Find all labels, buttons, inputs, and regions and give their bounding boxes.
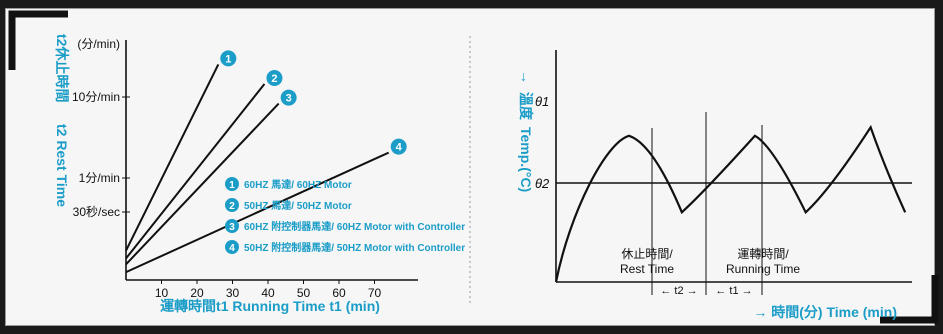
x-tick-label: 20 bbox=[190, 286, 204, 300]
theta1-label: θ1 bbox=[535, 94, 549, 109]
series-badge-4 bbox=[390, 138, 407, 155]
y-tick-label: 10分/min bbox=[72, 90, 120, 104]
x-tick-label: 50 bbox=[297, 286, 311, 300]
legend-badge-2 bbox=[225, 198, 239, 212]
series-line-4 bbox=[125, 151, 390, 274]
legend-badge-label-4: 4 bbox=[229, 243, 235, 254]
series-badge-label-2: 2 bbox=[271, 73, 277, 85]
y-tick-label: 1分/min bbox=[79, 171, 120, 185]
legend-badge-3 bbox=[225, 219, 239, 233]
series-badge-3 bbox=[280, 89, 297, 106]
series-line-1 bbox=[125, 63, 220, 252]
x-tick-label: 10 bbox=[155, 286, 169, 300]
legend-item-1: 60HZ 馬達/ 60HZ Motor bbox=[244, 178, 352, 191]
left-y-title-en: t2 Rest Time bbox=[54, 124, 70, 207]
legend-item-2: 50HZ 馬達/ 50HZ Motor bbox=[244, 199, 352, 212]
rest-label-cn: 休止時間/ bbox=[621, 247, 673, 261]
x-tick-label: 70 bbox=[368, 286, 382, 300]
t2-marker: ← t2 → bbox=[660, 285, 697, 297]
t1-marker: ← t1 → bbox=[715, 285, 752, 297]
right-x-title: → 時間(分) Time (min) bbox=[753, 304, 897, 320]
left-y-title-cn: t2休止時間 bbox=[54, 34, 70, 102]
series-badge-label-3: 3 bbox=[286, 93, 292, 105]
left-y-ticks: (分/min) 10分/min 1分/min 30秒/sec bbox=[72, 37, 130, 219]
legend-badge-label-2: 2 bbox=[229, 201, 235, 212]
series-badge-label-4: 4 bbox=[396, 142, 403, 154]
left-x-title: 運轉時間t1 Running Time t1 (min) bbox=[160, 298, 380, 314]
series-badge-1 bbox=[220, 50, 237, 67]
legend-item-4: 50HZ 附控制器馬達/ 50HZ Motor with Controller bbox=[244, 241, 465, 254]
y-tick-label: (分/min) bbox=[77, 37, 120, 51]
legend: 1 60HZ 馬達/ 60HZ Motor 2 50HZ 馬達/ 50HZ Motor… bbox=[225, 177, 465, 254]
right-y-title-cn: 溫度 bbox=[518, 92, 534, 121]
y-tick-label: 30秒/sec bbox=[73, 205, 120, 219]
right-y-title-en: Temp.(°C) bbox=[518, 127, 534, 192]
series-badge-2 bbox=[266, 70, 283, 86]
temperature-curve bbox=[554, 124, 907, 283]
left-x-ticks: 10 20 30 40 50 60 70 bbox=[155, 280, 382, 300]
legend-badge-1 bbox=[225, 177, 239, 191]
temperature-chart: → 溫度 Temp.(°C) θ1 θ2 休止時間/ Rest Time 運轉時… bbox=[518, 50, 912, 320]
run-label-en: Running Time bbox=[726, 262, 800, 276]
legend-badge-label-3: 3 bbox=[229, 222, 235, 233]
x-tick-label: 60 bbox=[332, 286, 346, 300]
x-tick-label: 30 bbox=[226, 286, 240, 300]
run-label-cn: 運轉時間/ bbox=[737, 247, 789, 261]
theta2-label: θ2 bbox=[535, 176, 550, 191]
series-badge-label-1: 1 bbox=[225, 53, 231, 65]
corner-mark-top-left bbox=[8, 10, 68, 70]
series-line-2 bbox=[125, 83, 266, 260]
x-tick-label: 40 bbox=[261, 286, 275, 300]
legend-badge-4 bbox=[225, 240, 239, 254]
corner-mark-bottom-right bbox=[880, 275, 939, 324]
series-line-3 bbox=[125, 102, 280, 266]
legend-badge-label-1: 1 bbox=[229, 180, 235, 191]
rest-label-en: Rest Time bbox=[620, 262, 674, 276]
right-y-arrow: → bbox=[518, 70, 534, 84]
legend-item-3: 60HZ 附控制器馬達/ 60HZ Motor with Controller bbox=[244, 220, 465, 233]
